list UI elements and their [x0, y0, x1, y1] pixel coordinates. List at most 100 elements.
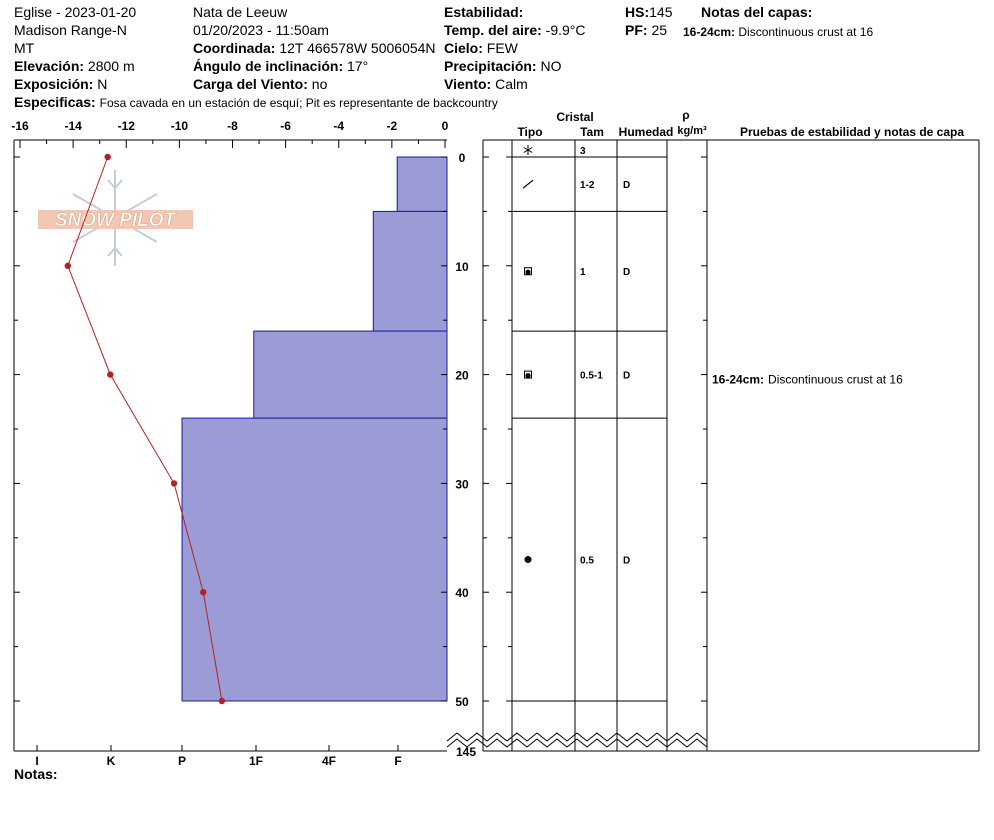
precip-field: Precipitación: NO: [444, 58, 561, 74]
slope-field: Ángulo de inclinación: 17°: [193, 58, 368, 74]
depth-tick-label: 50: [455, 695, 469, 709]
wind-load-label: Carga del Viento:: [193, 76, 308, 92]
coordinate-field: Coordinada: 12T 466578W 5006054N: [193, 40, 436, 56]
moisture-header: Humedad: [619, 125, 674, 139]
symbol-stroke: [522, 179, 534, 189]
temperature-tick-label: -12: [118, 119, 136, 133]
hardness-layer-bar: [372, 210, 448, 332]
faceted-rounded-icon: [524, 370, 532, 379]
wind-value: Calm: [495, 76, 528, 92]
temperature-tick-label: -10: [171, 119, 189, 133]
crystal-header: Cristal: [556, 110, 593, 124]
type-header: Tipo: [517, 125, 542, 139]
test-note: 16-24cm: Discontinuous crust at 16: [712, 373, 903, 387]
moisture-cell: D: [623, 371, 630, 382]
wind-load-field: Carga del Viento: no: [193, 76, 327, 92]
moisture-cell: D: [623, 180, 630, 191]
pf-field: PF: 25: [625, 22, 667, 38]
wind-load-value: no: [311, 76, 328, 92]
slope-label: Ángulo de inclinación:: [193, 58, 344, 74]
symbol-stroke: [524, 556, 532, 564]
temperature-point: [218, 697, 226, 705]
snowflake-icon: [523, 145, 533, 155]
specifics-field: Especificas: Fosa cavada en un estación …: [14, 94, 498, 111]
state-name: MT: [14, 40, 35, 56]
temperature-point: [64, 262, 72, 269]
moisture-cell: D: [623, 556, 630, 567]
coordinate-label: Coordinada:: [193, 40, 276, 56]
density-unit-header: kg/m³: [677, 125, 707, 137]
temperature-tick-label: -14: [64, 119, 82, 133]
temperature-point: [200, 589, 207, 596]
depth-tick-label: 10: [455, 260, 469, 274]
size-cell: 0.5-1: [580, 371, 603, 382]
temperature-point: [170, 480, 178, 487]
pf-value: 25: [651, 22, 668, 38]
layer-note: 16-24cm: Discontinuous crust at 16: [683, 24, 873, 40]
hardness-tick-label: K: [107, 754, 116, 768]
depth-tick-label: 30: [455, 477, 469, 491]
hardness-layer-bar: [181, 417, 448, 702]
sky-label: Cielo:: [444, 40, 483, 56]
size-cell: 3: [580, 146, 586, 157]
hardness-tick-label: 4F: [322, 754, 336, 768]
aspect-value: N: [97, 76, 108, 92]
layer-note-depth: 16-24cm:: [683, 25, 736, 39]
specifics-label: Especificas:: [14, 94, 96, 110]
air-temp-label: Temp. del aire:: [444, 22, 542, 38]
pf-label: PF:: [625, 22, 648, 38]
density-rho-header: ρ: [682, 108, 689, 122]
precip-value: NO: [540, 58, 562, 74]
size-cell: 0.5: [580, 556, 594, 567]
decomposing-fragments-icon: [522, 179, 534, 189]
hardness-layer-bar: [253, 330, 448, 419]
faceted-rounded-icon: [524, 267, 532, 276]
hardness-tick-label: I: [35, 754, 38, 768]
hs-value: 145: [649, 4, 673, 20]
temperature-tick-label: -16: [11, 119, 29, 133]
symbol-stroke: [525, 373, 531, 379]
specifics-value: Fosa cavada en un estación de esquí; Pit…: [99, 96, 498, 110]
depth-tick-label: 20: [455, 369, 469, 383]
site-title: Eglise - 2023-01-20: [14, 4, 137, 20]
elevation-label: Elevación:: [14, 58, 85, 74]
temperature-point: [107, 371, 114, 378]
temperature-tick-label: -8: [227, 119, 238, 133]
layer-notes-label: Notas del capas:: [701, 4, 813, 20]
temperature-tick-label: -2: [387, 119, 398, 133]
hardness-tick-label: 1F: [249, 754, 263, 768]
observation-datetime: 01/20/2023 - 11:50am: [193, 22, 329, 38]
symbol-stroke: [525, 269, 531, 275]
observer-name: Nata de Leeuw: [193, 4, 288, 20]
hardness-tick-label: F: [394, 754, 401, 768]
sky-field: Cielo: FEW: [444, 40, 518, 56]
watermark-text: SNOW PILOT: [55, 210, 177, 231]
temperature-point: [104, 153, 111, 161]
hardness-layer-bar: [396, 156, 448, 212]
temperature-tick-label: -4: [333, 119, 344, 133]
sky-value: FEW: [486, 40, 518, 56]
air-temp-value: -9.9°C: [545, 22, 586, 38]
test-note-depth: 16-24cm:: [712, 373, 764, 387]
moisture-cell: D: [623, 267, 630, 278]
precip-label: Precipitación:: [444, 58, 537, 74]
depth-break-line: [446, 738, 708, 748]
aspect-label: Exposición:: [14, 76, 94, 92]
hardness-tick-label: P: [178, 754, 186, 768]
snowpilot-watermark: SNOW PILOT: [38, 170, 193, 266]
aspect-field: Exposición: N: [14, 76, 107, 92]
wind-label: Viento:: [444, 76, 492, 92]
elevation-value: 2800 m: [87, 58, 135, 74]
notes-label: Notas:: [14, 766, 58, 782]
air-temp-field: Temp. del aire: -9.9°C: [444, 22, 586, 38]
size-cell: 1-2: [580, 180, 595, 191]
wind-field: Viento: Calm: [444, 76, 528, 92]
slope-value: 17°: [347, 58, 369, 74]
depth-tick-label: 0: [459, 151, 466, 165]
stability-label: Estabilidad:: [444, 4, 524, 20]
depth-bottom-label: 145: [456, 745, 476, 759]
rounded-grains-icon: [524, 556, 532, 564]
coordinate-value: 12T 466578W 5006054N: [279, 40, 436, 56]
symbol-stroke: [523, 147, 533, 153]
